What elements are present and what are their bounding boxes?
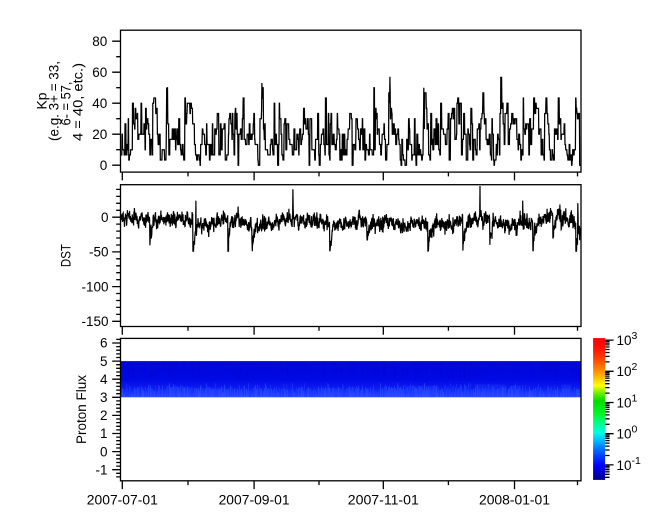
svg-text:-100: -100 xyxy=(81,279,108,294)
svg-text:0: 0 xyxy=(101,210,109,225)
svg-text:6- = 57,: 6- = 57, xyxy=(58,82,73,126)
svg-text:2008-01-01: 2008-01-01 xyxy=(479,493,550,508)
svg-text:2007-11-01: 2007-11-01 xyxy=(348,493,419,508)
svg-text:4: 4 xyxy=(100,372,108,387)
svg-text:80: 80 xyxy=(92,34,107,49)
svg-text:20: 20 xyxy=(92,127,107,142)
svg-text:Proton Flux: Proton Flux xyxy=(74,375,89,444)
svg-text:-150: -150 xyxy=(81,314,108,329)
svg-text:1: 1 xyxy=(100,426,108,441)
svg-text:2007-09-01: 2007-09-01 xyxy=(219,493,290,508)
svg-text:60: 60 xyxy=(92,65,107,80)
svg-text:-1: -1 xyxy=(95,462,107,477)
svg-text:Kp: Kp xyxy=(35,93,50,110)
svg-text:0: 0 xyxy=(100,444,108,459)
svg-text:DST: DST xyxy=(59,244,74,267)
svg-text:0: 0 xyxy=(100,158,108,173)
svg-text:2: 2 xyxy=(100,408,108,423)
svg-text:-50: -50 xyxy=(89,245,109,260)
svg-text:6: 6 xyxy=(100,336,108,351)
svg-text:5: 5 xyxy=(100,354,108,369)
svg-text:(e.g. 3+ = 33,: (e.g. 3+ = 33, xyxy=(46,61,61,141)
svg-text:3: 3 xyxy=(100,390,108,405)
svg-text:40: 40 xyxy=(92,96,107,111)
svg-text:4 = 40, etc.): 4 = 40, etc.) xyxy=(70,63,85,141)
svg-text:2007-07-01: 2007-07-01 xyxy=(87,493,158,508)
